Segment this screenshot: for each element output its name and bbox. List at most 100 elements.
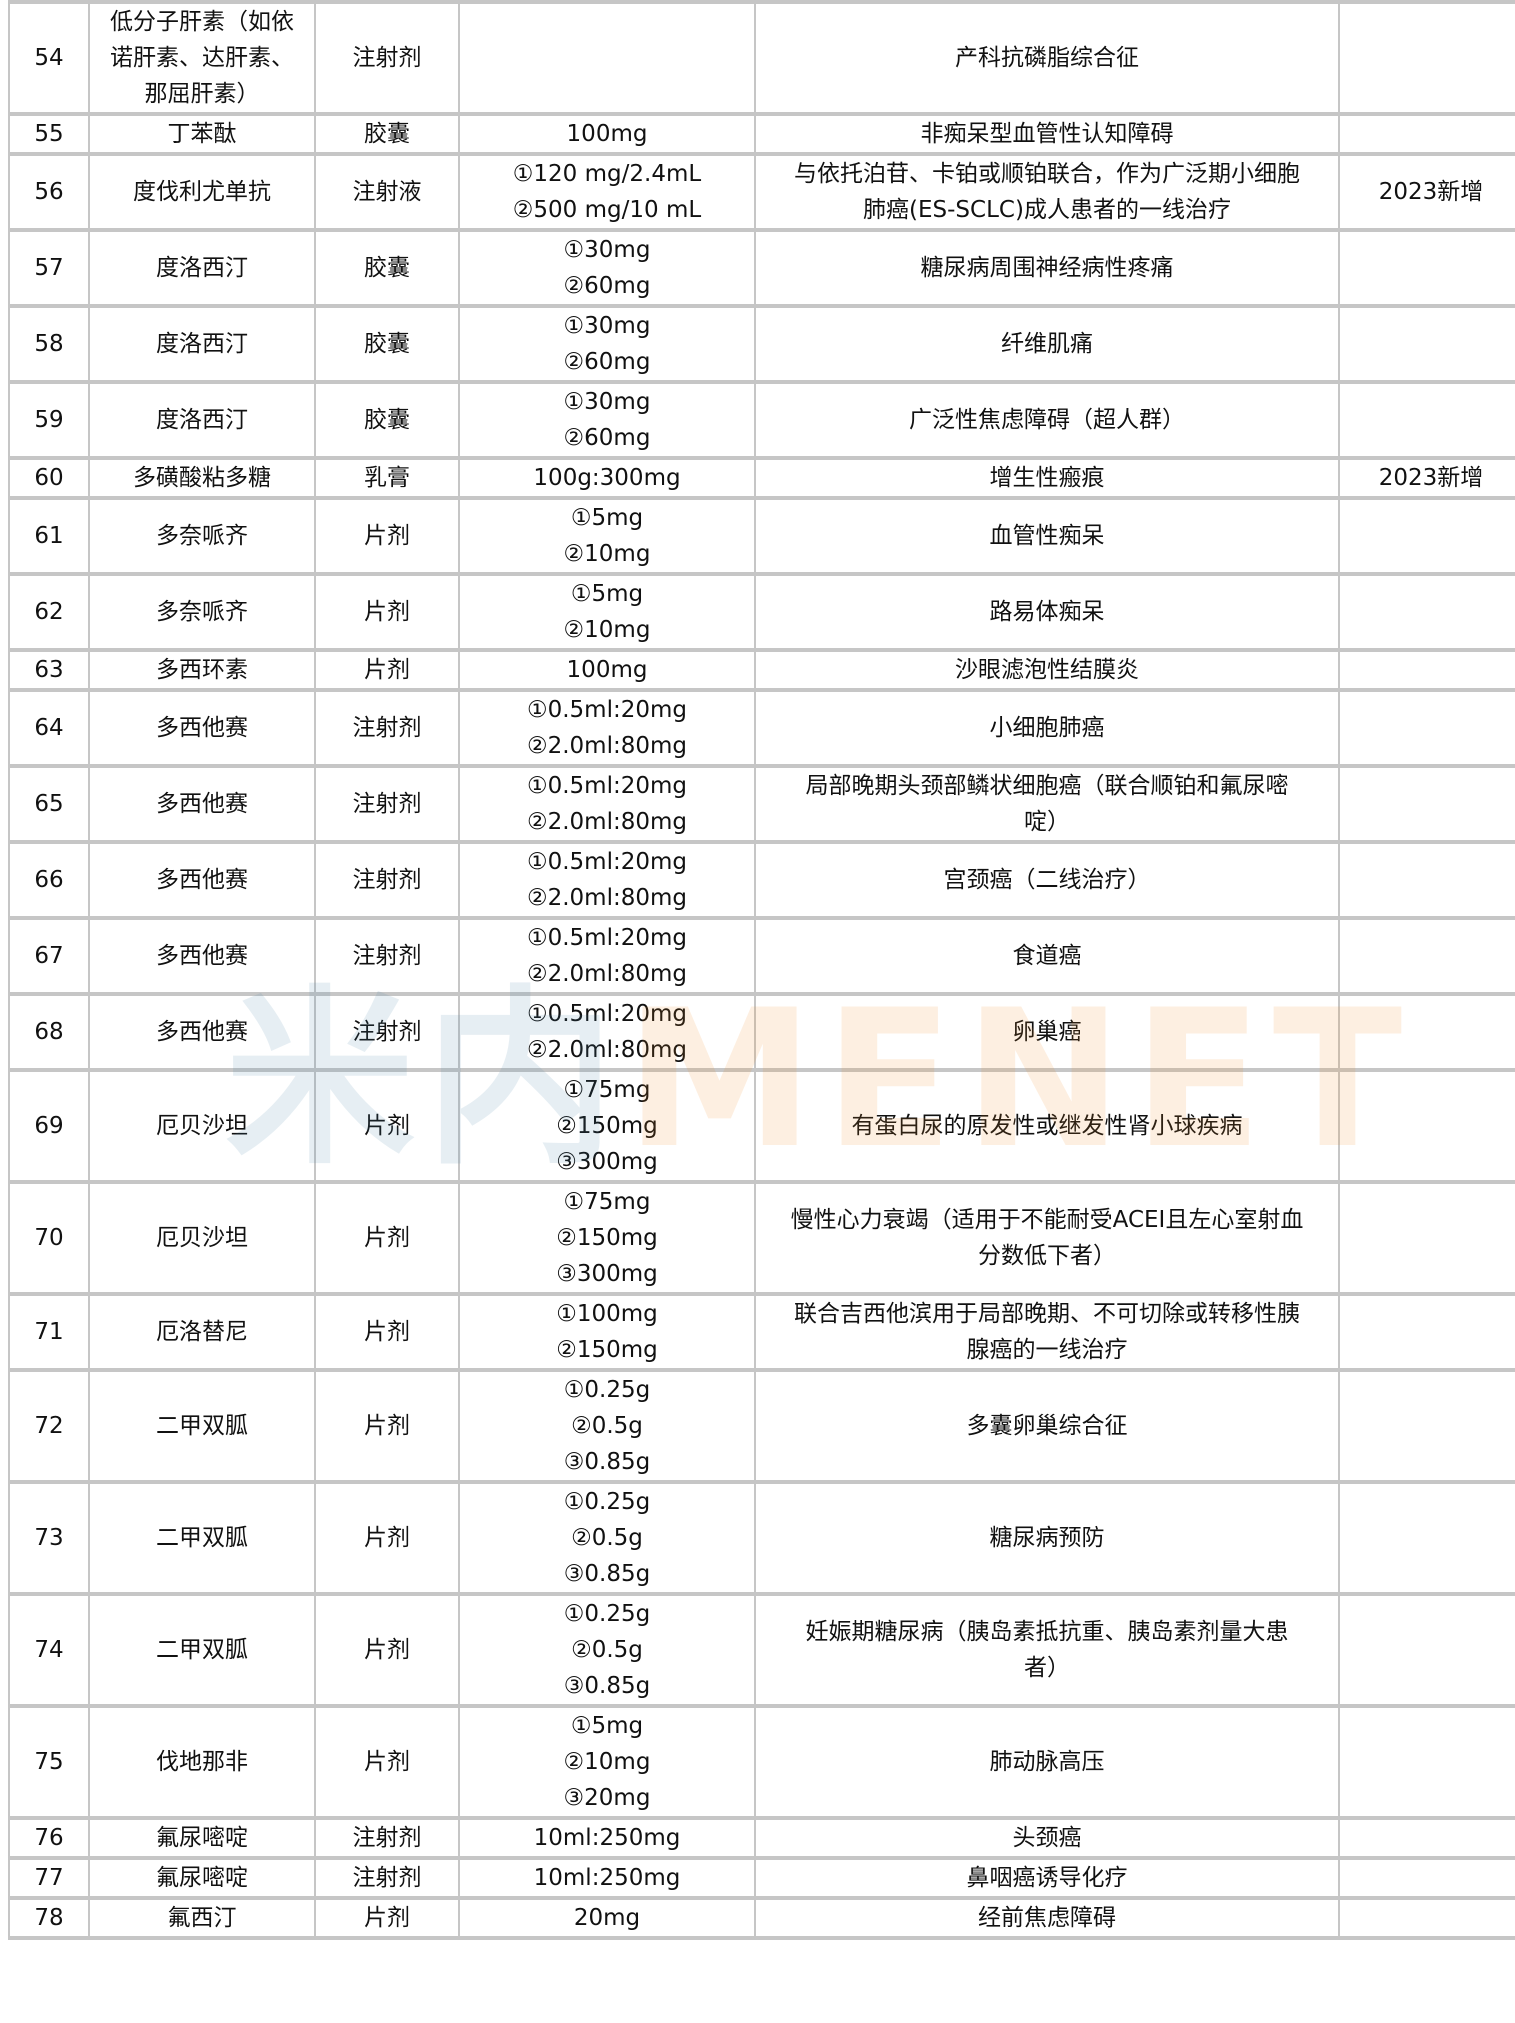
dosage-form-cell: 片剂: [314, 1068, 460, 1184]
specification-text: ①75mg: [563, 1189, 651, 1215]
indication-cell: 小细胞肺癌: [754, 688, 1340, 768]
specification-text: 100mg: [566, 121, 648, 147]
dosage-form-text: 注射液: [352, 179, 422, 205]
drug-name-text: 度洛西汀: [156, 255, 248, 281]
indication-text: 与依托泊苷、卡铂或顺铂联合，作为广泛期小细胞: [794, 161, 1300, 187]
dosage-form-text: 胶囊: [364, 407, 410, 433]
row-number-text: 75: [34, 1749, 64, 1775]
indication-cell: 卵巢癌: [754, 992, 1340, 1072]
dosage-form-cell: 片剂: [314, 648, 460, 692]
dosage-form-text: 胶囊: [364, 331, 410, 357]
table-row: 61 多奈哌齐 片剂 ①5mg ②10mg 血管性痴呆: [8, 496, 1515, 576]
dosage-form-text: 片剂: [364, 1905, 410, 1931]
dosage-form-text: 注射剂: [352, 1825, 422, 1851]
row-number-cell: 74: [8, 1592, 90, 1708]
specification-text: ①0.5ml:20mg: [526, 849, 687, 875]
dosage-form-text: 注射剂: [352, 45, 422, 71]
table-row: 68 多西他赛 注射剂 ①0.5ml:20mg ②2.0ml:80mg 卵巢癌: [8, 992, 1515, 1072]
drug-name-cell: 度洛西汀: [88, 228, 316, 308]
indication-text: 鼻咽癌诱导化疗: [966, 1865, 1128, 1891]
row-number-text: 69: [34, 1113, 64, 1139]
specification-text: ①0.25g: [563, 1489, 651, 1515]
row-number-text: 71: [34, 1319, 64, 1345]
drug-name-text: 丁苯酞: [167, 121, 237, 147]
indication-text: 多囊卵巢综合征: [966, 1413, 1128, 1439]
specification-cell: 10ml:250mg: [458, 1816, 756, 1860]
table-row: 70 厄贝沙坦 片剂 ①75mg ②150mg ③300mg 慢性心力衰竭（适用于不能耐受A…: [8, 1180, 1515, 1296]
row-number-text: 58: [34, 331, 64, 357]
note-cell: [1338, 840, 1515, 920]
specification-cell: ①0.5ml:20mg ②2.0ml:80mg: [458, 688, 756, 768]
specification-text: ②0.5g: [571, 1637, 643, 1663]
indication-cell: 糖尿病周围神经病性疼痛: [754, 228, 1340, 308]
indication-text: 糖尿病周围神经病性疼痛: [920, 255, 1174, 281]
dosage-form-cell: 注射液: [314, 152, 460, 232]
row-number-text: 70: [34, 1225, 64, 1251]
dosage-form-text: 注射剂: [352, 1865, 422, 1891]
specification-text: ①0.25g: [563, 1601, 651, 1627]
drug-name-cell: 度洛西汀: [88, 380, 316, 460]
specification-text: 100mg: [566, 657, 648, 683]
indication-text: 有蛋白尿的原发性或继发性肾小球疾病: [851, 1113, 1243, 1139]
dosage-form-cell: 注射剂: [314, 840, 460, 920]
specification-text: ①0.5ml:20mg: [526, 697, 687, 723]
row-number-cell: 55: [8, 112, 90, 156]
indication-text: 慢性心力衰竭（适用于不能耐受ACEI且左心室射血: [790, 1207, 1304, 1233]
row-number-text: 56: [34, 179, 64, 205]
dosage-form-cell: 片剂: [314, 1704, 460, 1820]
specification-text: ②500 mg/10 mL: [512, 197, 702, 223]
row-number-cell: 62: [8, 572, 90, 652]
indication-text: 局部晚期头颈部鳞状细胞癌（联合顺铂和氟尿嘧: [805, 773, 1289, 799]
specification-text: ③300mg: [556, 1149, 658, 1175]
row-number-text: 60: [34, 465, 64, 491]
table-row: 75 伐地那非 片剂 ①5mg ②10mg ③20mg 肺动脉高压: [8, 1704, 1515, 1820]
drug-name-text: 那屈肝素）: [144, 81, 260, 107]
row-number-cell: 60: [8, 456, 90, 500]
specification-text: ①5mg: [570, 581, 644, 607]
drug-name-cell: 多西他赛: [88, 992, 316, 1072]
specification-text: 10ml:250mg: [533, 1825, 681, 1851]
drug-name-text: 度洛西汀: [156, 407, 248, 433]
indication-text: 血管性痴呆: [989, 523, 1105, 549]
indication-cell: 慢性心力衰竭（适用于不能耐受ACEI且左心室射血 分数低下者）: [754, 1180, 1340, 1296]
row-number-cell: 68: [8, 992, 90, 1072]
note-cell: [1338, 112, 1515, 156]
table-row: 63 多西环素 片剂 100mg 沙眼滤泡性结膜炎: [8, 648, 1515, 692]
dosage-form-cell: 片剂: [314, 572, 460, 652]
specification-text: ②2.0ml:80mg: [526, 809, 687, 835]
row-number-cell: 67: [8, 916, 90, 996]
indication-text: 沙眼滤泡性结膜炎: [955, 657, 1139, 683]
row-number-text: 68: [34, 1019, 64, 1045]
specification-cell: ①0.5ml:20mg ②2.0ml:80mg: [458, 840, 756, 920]
table-row: 78 氟西汀 片剂 20mg 经前焦虑障碍: [8, 1896, 1515, 1940]
note-cell: [1338, 380, 1515, 460]
dosage-form-text: 片剂: [364, 1413, 410, 1439]
specification-cell: ①30mg ②60mg: [458, 304, 756, 384]
dosage-form-text: 乳膏: [364, 465, 410, 491]
table-row: 73 二甲双胍 片剂 ①0.25g ②0.5g ③0.85g 糖尿病预防: [8, 1480, 1515, 1596]
table-body: 54 低分子肝素（如依 诺肝素、达肝素、 那屈肝素） 注射剂 产科抗磷脂综合征 55 丁苯酞胶…: [8, 0, 1515, 1940]
table-row: 66 多西他赛 注射剂 ①0.5ml:20mg ②2.0ml:80mg 宫颈癌（二线治疗）: [8, 840, 1515, 920]
indication-cell: 增生性瘢痕: [754, 456, 1340, 500]
drug-name-cell: 二甲双胍: [88, 1592, 316, 1708]
row-number-cell: 66: [8, 840, 90, 920]
drug-name-text: 二甲双胍: [156, 1637, 248, 1663]
table-row: 55 丁苯酞 胶囊 100mg 非痴呆型血管性认知障碍: [8, 112, 1515, 156]
indication-text: 糖尿病预防: [989, 1525, 1105, 1551]
row-number-cell: 70: [8, 1180, 90, 1296]
drug-name-cell: 氟尿嘧啶: [88, 1816, 316, 1860]
table-row: 62 多奈哌齐 片剂 ①5mg ②10mg 路易体痴呆: [8, 572, 1515, 652]
drug-name-cell: 多奈哌齐: [88, 572, 316, 652]
specification-text: 10ml:250mg: [533, 1865, 681, 1891]
specification-text: ②2.0ml:80mg: [526, 961, 687, 987]
indication-text: 路易体痴呆: [989, 599, 1105, 625]
specification-cell: [458, 0, 756, 116]
note-cell: [1338, 1592, 1515, 1708]
drug-name-text: 低分子肝素（如依: [110, 9, 294, 35]
row-number-text: 67: [34, 943, 64, 969]
indication-text: 啶）: [1024, 809, 1070, 835]
note-cell: [1338, 1816, 1515, 1860]
dosage-form-cell: 注射剂: [314, 0, 460, 116]
dosage-form-text: 片剂: [364, 523, 410, 549]
indication-cell: 路易体痴呆: [754, 572, 1340, 652]
